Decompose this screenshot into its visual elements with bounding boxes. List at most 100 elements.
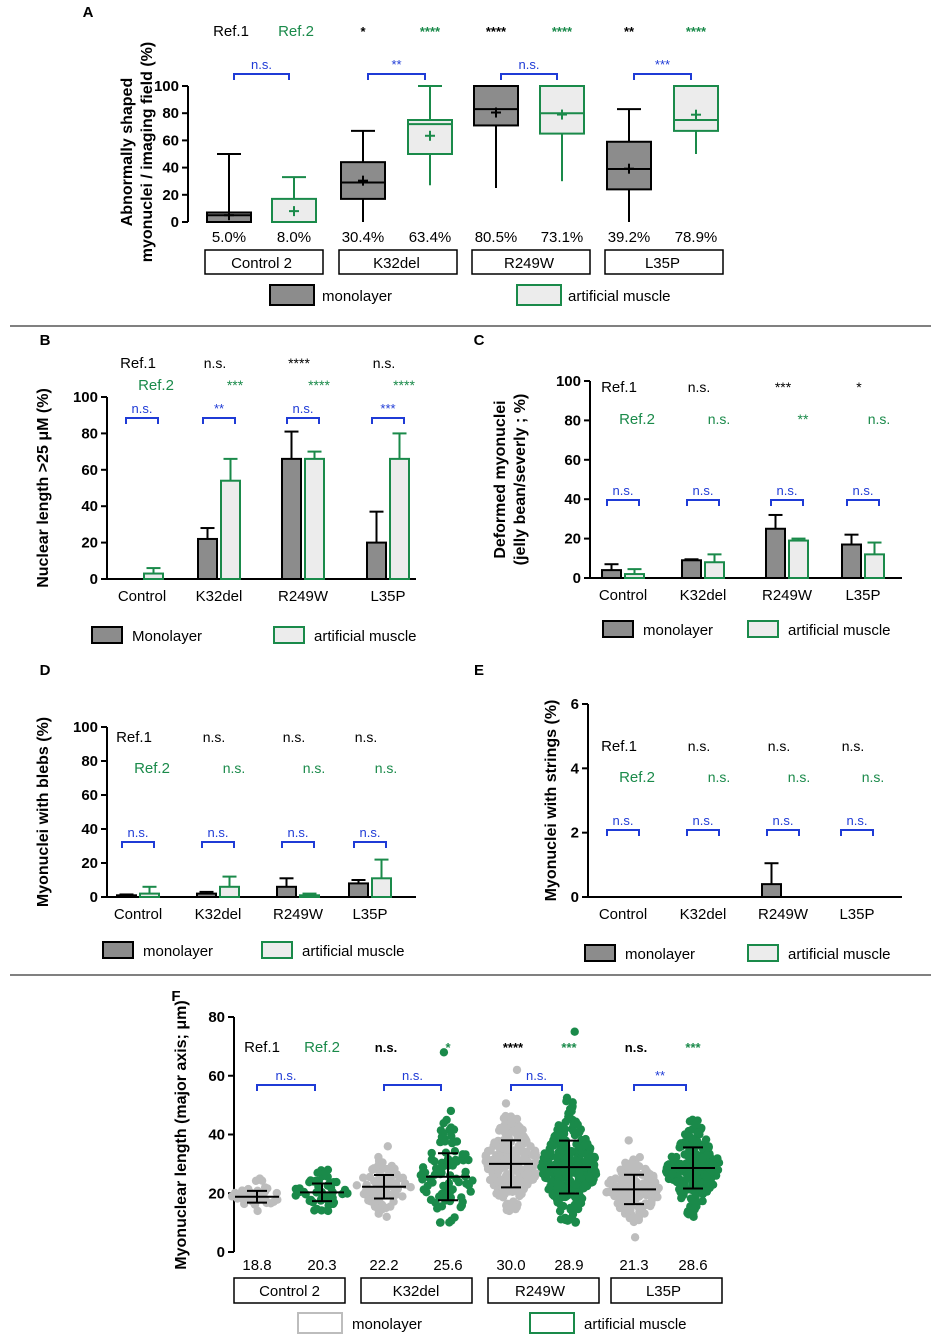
panel-e-sig2: n.s. [708,769,731,785]
panel-f-sig1: n.s. [625,1040,647,1055]
panel-f-point [616,1165,625,1175]
panel-f-group-name: Control 2 [259,1283,320,1300]
panel-a-comp-bracket [233,73,290,80]
panel-c-sig1: * [856,379,862,395]
panel-f-point [553,1169,562,1178]
panel-f-sig2: *** [685,1040,701,1055]
panel-b-ytick-label: 100 [73,389,98,406]
panel-b-legend-art-swatch [273,626,305,644]
panel-e-xtick-label: K32del [680,906,727,923]
panel-d-ytick-label: 100 [73,719,98,736]
panel-a-ytick-label: 0 [171,214,179,231]
panel-c-legend-art: artificial muscle [788,622,891,639]
panel-f-point [522,1177,531,1186]
panel-label-b: B [40,332,51,349]
panel-f-point [663,1160,672,1170]
panel-c-ytick-label: 80 [564,412,581,429]
panel-a-ref1: Ref.1 [213,23,249,40]
panel-c-bar [765,527,786,579]
panel-f-point [550,1189,560,1198]
panel-f-point [580,1140,589,1150]
panel-a-comp-label: *** [655,57,670,72]
panel-f-point [568,1215,577,1224]
panel-b-comp-label: ** [214,401,224,416]
panel-a-group-name: L35P [645,255,680,272]
panel-f-point [537,1162,546,1172]
panel-f-point [383,1142,392,1151]
panel-f-point [387,1161,396,1171]
panel-d-legend-mono: monolayer [143,943,213,960]
panel-f-point [500,1189,510,1198]
panel-a-mean-label: 63.4% [409,229,452,246]
panel-b-bar [197,537,218,581]
panel-d-comp-bracket [281,841,315,848]
panel-a-ref2: Ref.2 [278,23,314,40]
panel-f-point [516,1147,525,1156]
panel-a-legend-mono: monolayer [322,288,392,305]
panel-f-point [573,1120,582,1129]
panel-f-legend-mono-swatch [297,1312,343,1334]
panel-e-sig1: n.s. [842,738,865,754]
panel-f-point [518,1125,527,1135]
panel-d-xtick-label: Control [114,906,162,923]
panel-b-sig2: **** [393,377,415,393]
panel-b-ytick-label: 20 [81,535,98,552]
panel-b-comp-bracket [371,417,405,424]
panel-f-point [677,1193,686,1203]
panel-b-bar [304,457,325,581]
panel-c-comp-label: n.s. [853,483,874,498]
panel-f-mean-label: 18.8 [242,1257,271,1274]
panel-f-point [702,1172,711,1181]
panel-f-point [604,1179,614,1188]
panel-f-point [329,1178,338,1187]
panel-c-legend-mono: monolayer [643,622,713,639]
panel-a-ylabel-2: myonuclei / imaging field (%) [139,42,156,262]
panel-d-legend-mono-swatch [102,941,134,959]
panel-f-point [562,1097,571,1106]
panel-f-point [620,1177,629,1187]
panel-f-point [464,1155,473,1165]
panel-c-ref1: Ref.1 [601,379,637,396]
panel-f-point [564,1112,573,1122]
panel-b-comp-bracket [202,417,236,424]
panel-f-mean-label: 22.2 [369,1257,398,1274]
panel-f-point [683,1208,692,1218]
panel-f-point [492,1189,501,1198]
panel-d-xtick-label: R249W [273,906,324,923]
panel-e-bar [761,883,782,899]
panel-a-sig1: * [360,24,366,39]
panel-f-point [458,1197,467,1207]
panel-f-point [450,1213,459,1222]
panel-a-group-name: Control 2 [231,255,292,272]
panel-f-point [571,1180,580,1189]
panel-f-point [634,1212,644,1222]
panel-f-point [517,1135,526,1144]
panel-e-sig1: n.s. [688,738,711,754]
panel-f-point [523,1169,532,1178]
panel-f-point [506,1112,516,1121]
panel-f-point [312,1177,321,1187]
panel-a-comp-label: n.s. [251,57,272,72]
panel-e-legend-art-swatch [747,944,779,962]
panel-f-point [364,1196,373,1205]
panel-e-legend-mono-swatch [584,944,616,962]
panel-f-comp-label: n.s. [526,1068,547,1083]
panel-e-xtick-label: R249W [758,906,809,923]
panel-f-point [257,1176,267,1185]
panel-e-comp-bracket [766,829,800,836]
panel-b-bar [143,572,164,580]
panel-c-xtick-label: Control [599,587,647,604]
panel-f-point [580,1180,590,1190]
panel-label-e: E [474,662,484,679]
panel-f-point [519,1153,529,1163]
panel-f-point [686,1194,696,1203]
panel-b-comp-bracket [286,417,320,424]
panel-e-comp-bracket [686,829,720,836]
panel-d-bar [299,894,320,898]
panel-c-comp-label: n.s. [777,483,798,498]
panel-d-ytick-label: 80 [81,753,98,770]
panel-e-sig2: n.s. [788,769,811,785]
panel-d-bar [196,892,217,898]
panel-f-point [352,1181,361,1190]
panel-f-point [230,1188,240,1198]
